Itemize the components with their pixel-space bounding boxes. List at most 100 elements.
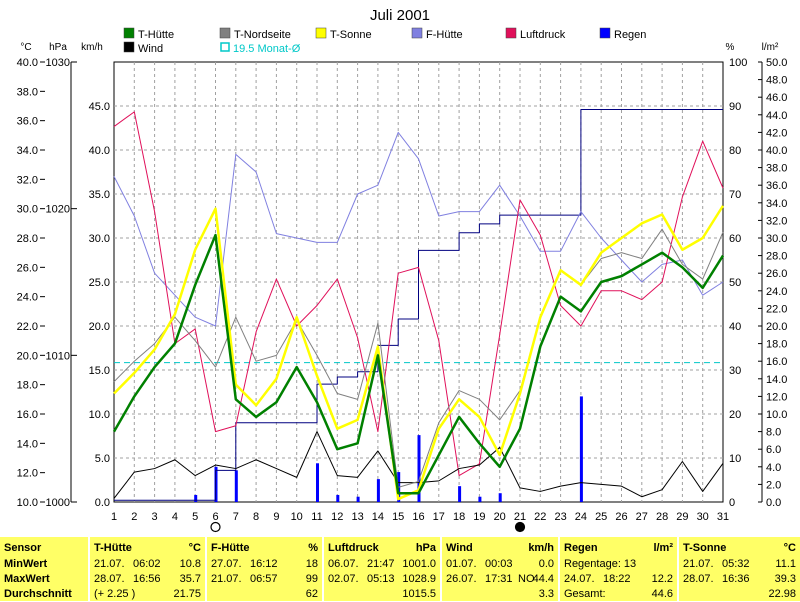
luftdruck-max-time: 05:13: [367, 573, 395, 585]
rain-tick-label: 24.0: [766, 286, 787, 298]
temp-tick-label: 14.0: [17, 438, 38, 450]
temp-tick-label: 16.0: [17, 409, 38, 421]
x-tick-label: 8: [253, 511, 259, 523]
x-tick-label: 17: [433, 511, 445, 523]
pressure-tick-label: 1000: [46, 497, 70, 509]
t-sonne-max-time: 16:36: [722, 573, 750, 585]
percent-tick-label: 10: [729, 453, 741, 465]
rain-bar: [498, 493, 502, 502]
luftdruck-title: Luftdruck: [328, 542, 379, 554]
series-line-f-huette: [113, 131, 724, 327]
f-huette-max-time: 06:57: [250, 573, 278, 585]
rain-unit-label: l/m²: [762, 42, 779, 53]
x-tick-label: 21: [514, 511, 526, 523]
x-tick-label: 25: [595, 511, 607, 523]
regen-total-value: 44.6: [651, 588, 673, 600]
rain-tick-label: 40.0: [766, 145, 787, 157]
wind-tick-label: 45.0: [89, 101, 110, 113]
x-tick-label: 15: [392, 511, 404, 523]
legend-label: Wind: [138, 43, 163, 55]
wind-tick-label: 25.0: [89, 277, 110, 289]
stats-panel-luftdruck: Luftdruck hPa 06.07. 21:47 1001.0 02.07. 05:…: [324, 535, 440, 601]
rain-tick-label: 36.0: [766, 180, 787, 192]
regen-max-date: 24.07.: [564, 573, 595, 585]
legend-swatch: [220, 42, 230, 52]
wind-tick-label: 10.0: [89, 409, 110, 421]
stats-panel-f-huette: F-Hütte% 27.07. 16:12 18 21.07. 06:57 99 62: [207, 535, 322, 601]
legend-swatch: [123, 41, 135, 53]
sensor-row-max: MaxWert: [4, 573, 50, 585]
rain-tick-label: 34.0: [766, 198, 787, 210]
percent-tick-label: 40: [729, 321, 741, 333]
luftdruck-max-value: 1028.9: [402, 573, 436, 585]
t-sonne-min-value: 11.1: [775, 558, 796, 570]
rain-tick-label: 32.0: [766, 215, 787, 227]
wind-max-value: 44.4: [532, 573, 554, 585]
percent-tick-label: 20: [729, 409, 741, 421]
series-line-regen-summe: [114, 109, 723, 501]
t-sonne-unit: °C: [783, 542, 796, 554]
rain-tick-label: 22.0: [766, 303, 787, 315]
temp-unit-label: °C: [20, 42, 31, 53]
rain-tick-label: 12.0: [766, 391, 787, 403]
series-line-luftdruck: [113, 111, 724, 477]
rain-tick-label: 18.0: [766, 339, 787, 351]
rain-tick-label: 44.0: [766, 110, 787, 122]
percent-tick-label: 60: [729, 233, 741, 245]
legend-label: F-Hütte: [426, 29, 463, 41]
wind-max-dir: NO: [518, 573, 535, 585]
legend-label: Regen: [614, 29, 646, 41]
x-tick-label: 22: [534, 511, 546, 523]
percent-tick-label: 50: [729, 277, 741, 289]
sensor-row-min: MinWert: [4, 558, 48, 570]
percent-tick-label: 0: [729, 497, 735, 509]
x-tick-label: 24: [575, 511, 587, 523]
x-tick-label: 23: [554, 511, 566, 523]
regen-title: Regen: [564, 542, 598, 554]
rain-tick-label: 26.0: [766, 268, 787, 280]
rain-tick-label: 38.0: [766, 163, 787, 175]
f-huette-max-date: 21.07.: [211, 573, 242, 585]
regen-days: Regentage: 13: [564, 558, 637, 570]
x-tick-label: 31: [717, 511, 729, 523]
wind-max-date: 26.07.: [446, 573, 477, 585]
series-line-wind: [113, 431, 724, 499]
legend-swatch: [411, 27, 423, 39]
legend-label: T-Hütte: [138, 29, 174, 41]
rain-tick-label: 30.0: [766, 233, 787, 245]
x-tick-label: 20: [494, 511, 506, 523]
full-moon-icon: [210, 521, 221, 533]
f-huette-min-value: 18: [305, 558, 318, 570]
t-huette-avg-value: 21.75: [173, 588, 201, 600]
regen-unit: l/m²: [653, 542, 673, 554]
wind-unit-label: km/h: [81, 42, 103, 53]
legend-label: T-Nordseite: [234, 29, 291, 41]
luftdruck-unit: hPa: [415, 542, 436, 554]
t-huette-unit: °C: [188, 542, 201, 554]
rain-bar: [417, 435, 421, 502]
rain-tick-label: 8.0: [766, 427, 781, 439]
stats-panel-t-huette: T-Hütte °C 21.07. 06:02 10.8 28.07. 16:56 35.…: [90, 535, 205, 601]
wind-title: Wind: [446, 542, 473, 554]
t-sonne-title: T-Sonne: [683, 542, 727, 554]
t-huette-min-date: 21.07.: [94, 558, 125, 570]
rain-bar: [194, 494, 198, 502]
left-axes: 40.0 38.0 36.0 34.0 32.0 30.0 28.0 26.0 24.0 22.0…: [17, 57, 110, 509]
regen-total-label: Gesamt:: [564, 588, 606, 600]
rain-bar: [234, 470, 238, 502]
legend-label: Luftdruck: [520, 29, 566, 41]
rain-tick-label: 50.0: [766, 57, 787, 69]
series-line-t-huette: [112, 233, 725, 495]
x-tick-label: 7: [233, 511, 239, 523]
x-tick-label: 4: [172, 511, 178, 523]
stats-panel-regen: Regen l/m² Regentage: 13 24.07. 18:22 12.2 …: [560, 535, 677, 601]
wind-tick-label: 35.0: [89, 189, 110, 201]
wind-tick-label: 40.0: [89, 145, 110, 157]
x-tick-label: 13: [351, 511, 363, 523]
legend-label: 19.5 Monat-Ø: [233, 43, 301, 55]
t-huette-min-value: 10.8: [179, 558, 201, 570]
legend-label: T-Sonne: [330, 29, 372, 41]
rain-bar: [316, 463, 319, 502]
rain-tick-label: 20.0: [766, 321, 787, 333]
x-tick-label: 27: [636, 511, 648, 523]
